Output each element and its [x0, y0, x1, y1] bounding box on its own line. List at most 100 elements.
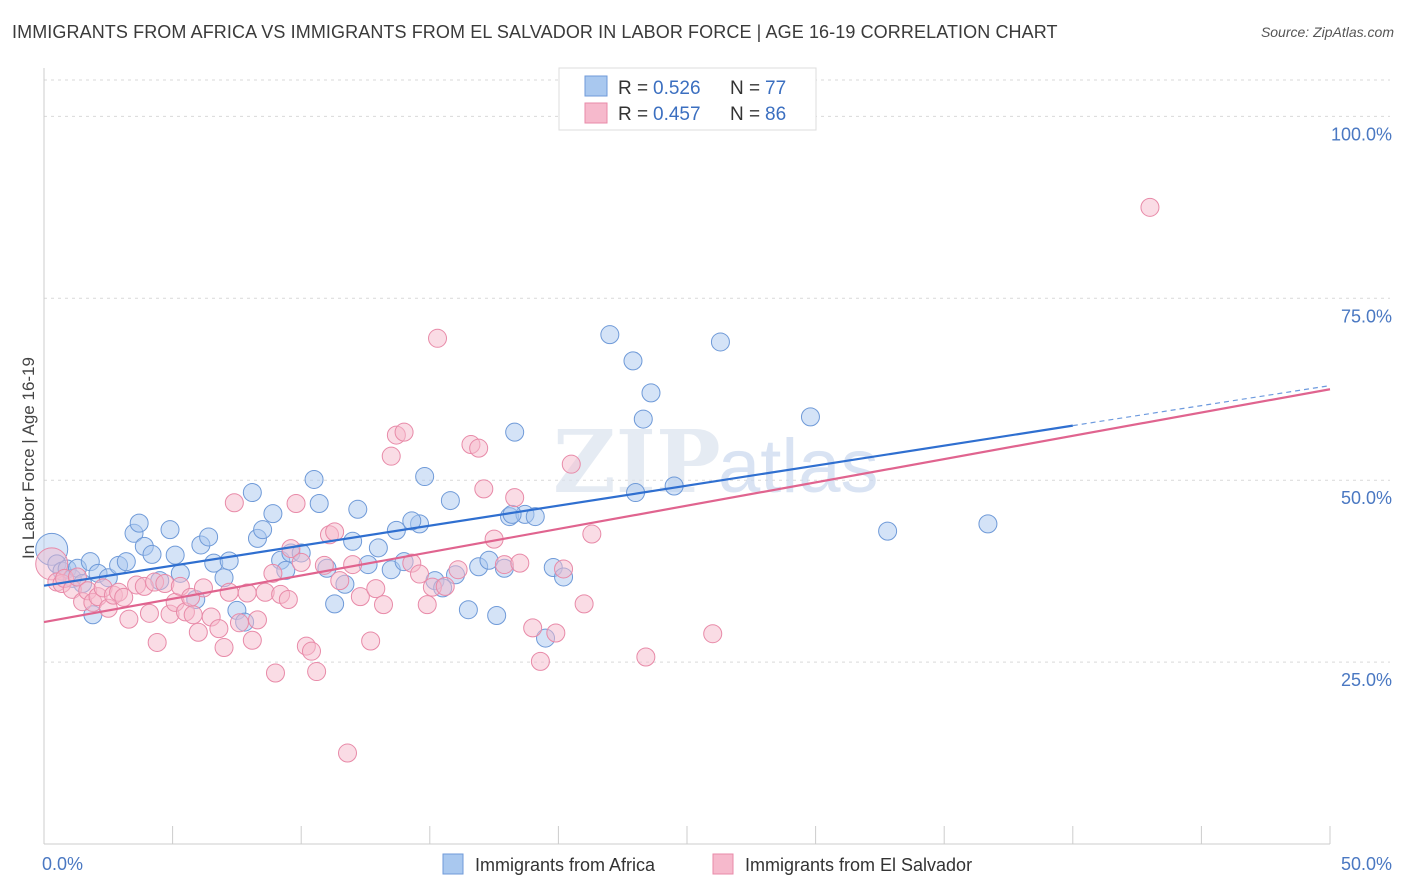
point-africa: [219, 551, 239, 571]
legend-r-label-africa: R =: [618, 78, 648, 99]
point-elsalvador: [214, 638, 234, 658]
point-elsalvador: [530, 651, 550, 671]
point-africa: [800, 407, 820, 427]
trendline-africa-extension: [1072, 385, 1331, 427]
point-elsalvador: [286, 493, 306, 513]
point-elsalvador: [703, 624, 723, 644]
point-elsalvador: [435, 576, 455, 596]
point-elsalvador: [155, 574, 175, 594]
point-elsalvador: [381, 446, 401, 466]
point-africa: [415, 467, 435, 487]
point-elsalvador: [114, 587, 134, 607]
point-elsalvador: [325, 522, 345, 542]
point-africa: [343, 531, 363, 551]
point-africa: [116, 552, 136, 572]
point-africa: [623, 351, 643, 371]
point-africa: [633, 409, 653, 429]
point-elsalvador: [366, 579, 386, 599]
point-africa: [505, 422, 525, 442]
point-elsalvador: [278, 590, 298, 610]
point-africa: [487, 606, 507, 626]
legend-r-value-africa: 0.526: [653, 78, 701, 99]
point-elsalvador: [448, 560, 468, 580]
y-tick-label: 100.0%: [1331, 124, 1392, 144]
point-elsalvador: [139, 603, 159, 623]
y-tick-label: 25.0%: [1341, 670, 1392, 690]
point-africa: [309, 493, 329, 513]
point-elsalvador: [505, 488, 525, 508]
top-legend: R = 0.526 N = 77 R = 0.457 N = 86: [558, 67, 817, 131]
point-africa: [600, 325, 620, 345]
point-africa: [641, 383, 661, 403]
legend-n-value-africa: 77: [765, 78, 786, 99]
point-elsalvador: [582, 524, 602, 544]
bottom-legend-label-elsalvador: Immigrants from El Salvador: [745, 855, 972, 875]
point-elsalvador: [247, 610, 267, 630]
point-elsalvador: [188, 622, 208, 642]
axes-layer: 25.0% 50.0% 75.0% 100.0% 0.0% 50.0%: [42, 68, 1392, 874]
point-africa: [440, 491, 460, 511]
x-tick-label-min: 0.0%: [42, 854, 83, 874]
point-africa: [325, 594, 345, 614]
point-elsalvador: [1140, 197, 1160, 217]
point-elsalvador: [361, 631, 381, 651]
point-elsalvador: [350, 587, 370, 607]
point-elsalvador: [263, 563, 283, 583]
point-elsalvador: [554, 559, 574, 579]
point-africa: [878, 521, 898, 541]
point-elsalvador: [229, 613, 249, 633]
trendline-africa: [43, 424, 1073, 587]
point-elsalvador: [307, 662, 327, 682]
point-elsalvador: [374, 595, 394, 615]
trendline-elsalvador: [43, 388, 1331, 624]
point-africa: [160, 520, 180, 540]
point-elsalvador: [242, 630, 262, 650]
legend-swatch-africa: [584, 75, 608, 97]
point-elsalvador: [636, 647, 656, 667]
point-elsalvador: [301, 641, 321, 661]
point-elsalvador: [546, 623, 566, 643]
point-elsalvador: [147, 632, 167, 652]
chart-source: Source: ZipAtlas.com: [1260, 24, 1394, 40]
point-africa: [253, 520, 273, 540]
point-africa: [199, 527, 219, 547]
point-africa: [263, 504, 283, 524]
point-elsalvador: [428, 328, 448, 348]
point-elsalvador: [183, 605, 203, 625]
legend-n-label-elsalvador: N =: [730, 104, 760, 125]
point-africa: [142, 544, 162, 564]
y-axis-label: In Labor Force | Age 16-19: [19, 357, 38, 559]
point-africa: [978, 514, 998, 534]
point-africa: [525, 507, 545, 527]
point-elsalvador: [219, 582, 239, 602]
point-elsalvador: [224, 493, 244, 513]
x-tick-label-max: 50.0%: [1341, 854, 1392, 874]
point-elsalvador: [119, 609, 139, 629]
bottom-legend-swatch-africa: [442, 853, 464, 875]
point-africa: [368, 538, 388, 558]
point-elsalvador: [561, 454, 581, 474]
y-tick-label: 75.0%: [1341, 306, 1392, 326]
point-elsalvador: [209, 619, 229, 639]
legend-swatch-elsalvador: [584, 102, 608, 124]
point-elsalvador: [410, 564, 430, 584]
point-africa: [458, 600, 478, 620]
bottom-legend: Immigrants from Africa Immigrants from E…: [442, 853, 972, 875]
legend-r-label-elsalvador: R =: [618, 104, 648, 125]
point-elsalvador: [330, 571, 350, 591]
point-elsalvador: [510, 553, 530, 573]
point-elsalvador: [265, 663, 285, 683]
point-elsalvador: [394, 422, 414, 442]
point-elsalvador: [291, 552, 311, 572]
bottom-legend-swatch-elsalvador: [712, 853, 734, 875]
bottom-legend-label-africa: Immigrants from Africa: [475, 855, 656, 875]
point-elsalvador: [574, 594, 594, 614]
point-africa: [710, 332, 730, 352]
trend-layer: [43, 385, 1331, 624]
point-africa: [129, 513, 149, 533]
point-africa: [402, 511, 422, 531]
y-tick-label: 50.0%: [1341, 488, 1392, 508]
point-africa: [348, 499, 368, 519]
point-elsalvador: [474, 479, 494, 499]
